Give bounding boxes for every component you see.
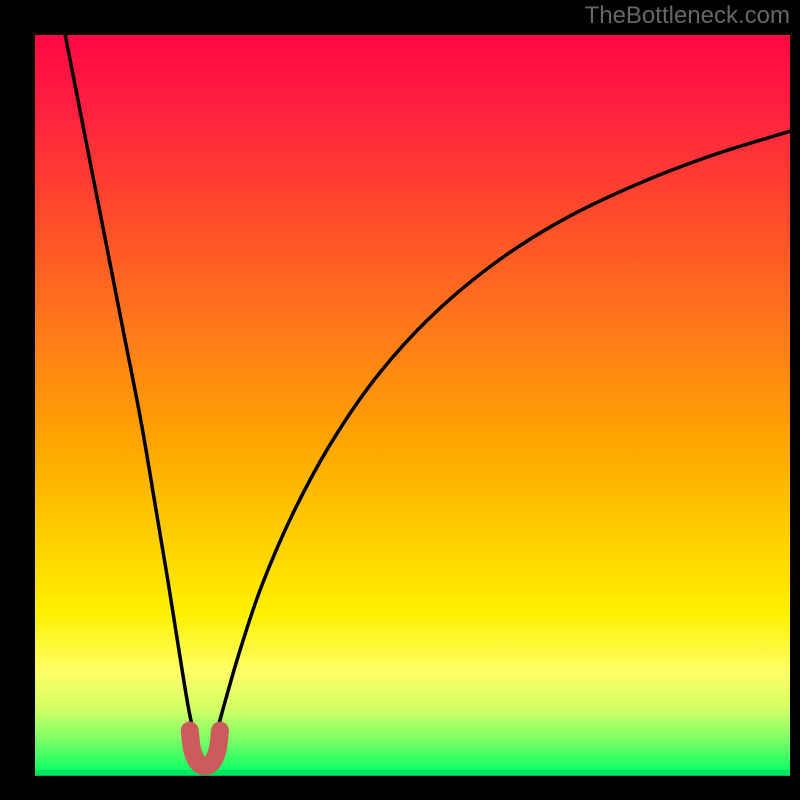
chart-container: TheBottleneck.com xyxy=(0,0,800,800)
bottleneck-curve-plot xyxy=(0,0,800,800)
watermark-text: TheBottleneck.com xyxy=(585,2,790,30)
baseline-strip xyxy=(35,770,790,776)
plot-background xyxy=(35,35,790,775)
